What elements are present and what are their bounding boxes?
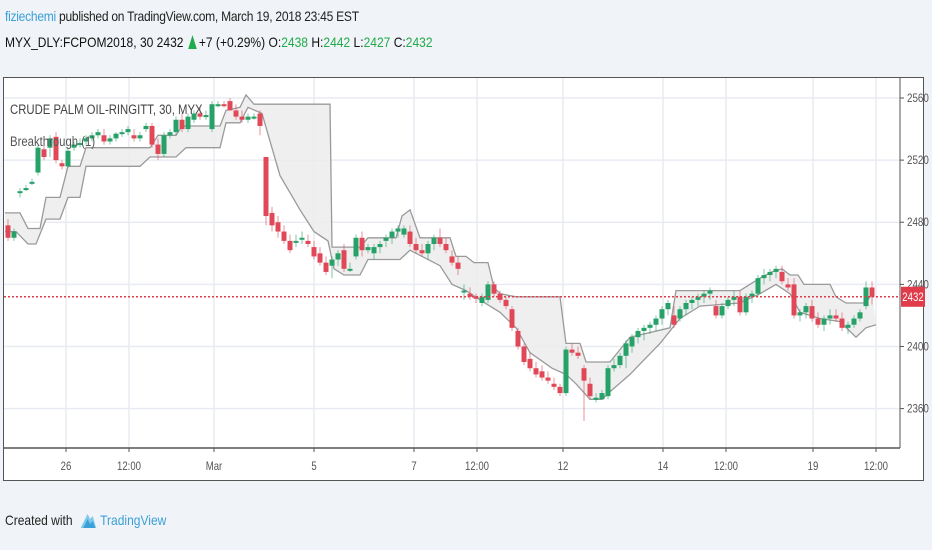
- footer-branding: Created with TradingView: [5, 510, 166, 530]
- symbol-name: MYX_DLY:FCPOM2018, 30: [5, 34, 154, 50]
- svg-text:14: 14: [658, 460, 669, 473]
- svg-text:2520: 2520: [907, 154, 929, 167]
- svg-text:19: 19: [808, 460, 819, 473]
- svg-text:Mar: Mar: [206, 460, 223, 473]
- low-value: 2427: [363, 34, 391, 50]
- svg-text:26: 26: [61, 460, 72, 473]
- svg-text:2360: 2360: [907, 403, 929, 416]
- publish-text: published on TradingView.com, March 19, …: [55, 8, 359, 24]
- svg-text:2480: 2480: [907, 216, 929, 229]
- indicator-legend[interactable]: Breakthrough (1): [10, 134, 96, 149]
- svg-text:7: 7: [411, 460, 416, 473]
- svg-text:2400: 2400: [907, 341, 929, 354]
- close-label: C:: [393, 34, 406, 50]
- price-change: +7 (+0.29%): [198, 34, 266, 50]
- open-value: 2438: [281, 34, 308, 50]
- last-price: 2432: [156, 34, 184, 50]
- svg-text:12:00: 12:00: [864, 460, 888, 473]
- svg-text:12:00: 12:00: [714, 460, 738, 473]
- svg-text:2560: 2560: [907, 92, 929, 105]
- publish-info: fiziechemi published on TradingView.com,…: [5, 8, 359, 24]
- svg-text:12:00: 12:00: [465, 460, 489, 473]
- high-value: 2442: [323, 34, 351, 50]
- close-value: 2432: [405, 34, 433, 50]
- candles: [5, 98, 875, 422]
- svg-text:12:00: 12:00: [117, 460, 141, 473]
- symbol-quote-bar: MYX_DLY:FCPOM2018, 30 2432 +7 (+0.29%) O…: [5, 34, 433, 50]
- up-arrow-icon: [188, 35, 198, 49]
- chart-legend-title: CRUDE PALM OIL-RINGITT, 30, MYX: [10, 102, 203, 117]
- svg-text:2432: 2432: [902, 291, 923, 304]
- svg-text:5: 5: [311, 460, 316, 473]
- svg-text:12: 12: [558, 460, 569, 473]
- breakthrough-cloud: [5, 93, 877, 400]
- tradingview-logo-icon: [80, 514, 96, 528]
- open-label: O:: [268, 34, 282, 50]
- high-label: H:: [311, 34, 324, 50]
- created-with-text: Created with: [5, 512, 73, 528]
- author-link[interactable]: fiziechemi: [5, 8, 56, 24]
- low-label: L:: [353, 34, 364, 50]
- tradingview-link[interactable]: TradingView: [100, 512, 167, 528]
